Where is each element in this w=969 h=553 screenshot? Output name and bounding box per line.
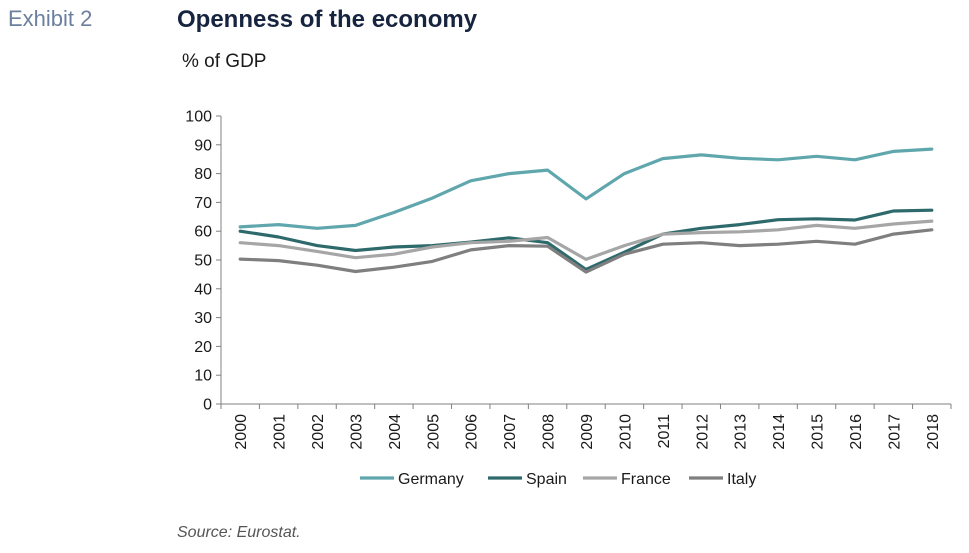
x-tick-label: 2000: [233, 414, 250, 450]
y-tick-label: 90: [194, 137, 212, 154]
chart-title: Openness of the economy: [177, 6, 478, 33]
y-tick-label: 40: [194, 281, 212, 298]
legend-label: Spain: [526, 471, 567, 488]
x-tick-label: 2009: [579, 414, 596, 450]
chart-legend: Germany Spain France Italy: [360, 471, 756, 488]
legend-label: France: [621, 471, 671, 488]
x-tick-label: 2002: [310, 414, 327, 450]
series-line-spain: [238, 208, 934, 272]
chart-axes: 0 10 20 30 40 50 60 70 80 90 100 2000 2001 2002 2003 20…: [185, 109, 952, 450]
x-tick-label: 2016: [848, 414, 865, 450]
x-tick-label: 2014: [771, 414, 788, 450]
y-tick-label: 20: [194, 339, 212, 356]
x-tick-label: 2015: [810, 414, 827, 450]
x-tick-label: 2001: [272, 414, 289, 450]
x-tick-label: 2006: [464, 414, 481, 450]
source-note: Source: Eurostat.: [177, 524, 301, 541]
y-tick-label: 0: [203, 397, 212, 414]
x-tick-label: 2013: [733, 414, 750, 450]
chart-subtitle: % of GDP: [182, 51, 267, 72]
y-tick-label: 60: [194, 224, 212, 241]
legend-item-spain: Spain: [488, 471, 567, 488]
x-tick-label: 2008: [541, 414, 558, 450]
x-tick-label: 2012: [694, 414, 711, 450]
x-tick-label: 2004: [387, 414, 404, 450]
legend-item-italy: Italy: [689, 471, 756, 488]
legend-label: Germany: [398, 471, 464, 488]
exhibit-label: Exhibit 2: [8, 6, 93, 31]
legend-item-germany: Germany: [360, 471, 464, 488]
x-tick-label: 2010: [617, 414, 634, 450]
series-line-italy: [238, 228, 934, 274]
y-tick-label: 30: [194, 310, 212, 327]
y-tick-label: 50: [194, 253, 212, 270]
y-tick-label: 100: [185, 109, 212, 126]
legend-item-france: France: [583, 471, 671, 488]
y-tick-label: 10: [194, 368, 212, 385]
x-tick-label: 2003: [348, 414, 365, 450]
series-line-france: [238, 219, 934, 261]
y-tick-label: 70: [194, 195, 212, 212]
series-line-germany: [238, 147, 934, 230]
x-tick-label: 2005: [425, 414, 442, 450]
x-tick-label: 2011: [656, 414, 673, 449]
x-tick-label: 2018: [925, 414, 942, 450]
chart-lines: [238, 147, 934, 274]
x-tick-label: 2017: [886, 414, 903, 450]
legend-label: Italy: [727, 471, 756, 488]
x-tick-label: 2007: [502, 414, 519, 450]
y-tick-label: 80: [194, 166, 212, 183]
